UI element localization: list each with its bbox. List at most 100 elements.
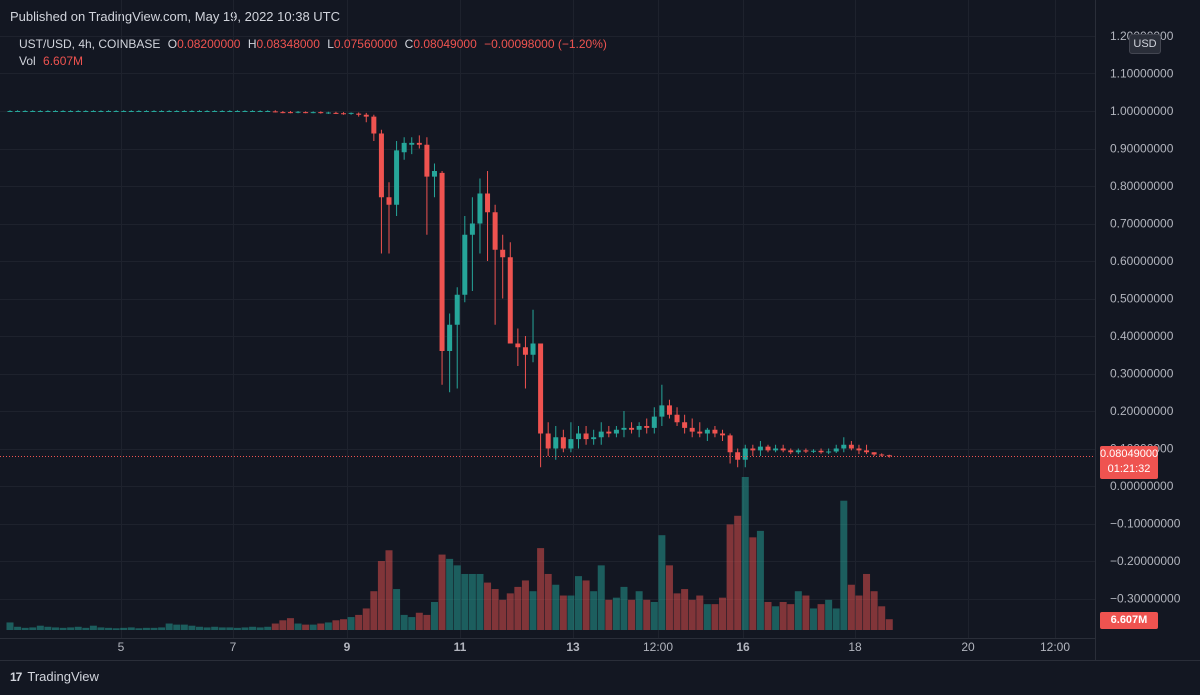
volume-bars [6,477,893,630]
candle-body [477,193,483,224]
candle-body [507,257,513,344]
candle-body [333,112,339,114]
volume-bar [491,589,499,630]
candle-body [272,111,278,113]
volume-bar [734,515,742,630]
candle-body [689,427,695,432]
candle-body [98,111,104,112]
legend-high-value: 0.08348000 [256,37,320,51]
volume-bar [105,627,113,630]
volume-bar [476,573,484,630]
candle-body [386,197,392,205]
x-tick-label: 9 [344,640,351,654]
candle-body [30,111,36,112]
candle-body [871,452,877,455]
candle-body [757,446,763,451]
volume-bar [44,626,52,630]
candle-body [492,212,498,250]
volume-bar [809,608,817,630]
footer-brand[interactable]: 17 TradingView [10,669,99,684]
volume-axis-label: 6.607M [1100,612,1158,629]
volume-bar [309,624,317,630]
y-tick-label: 0.50000000 [1110,292,1174,306]
candle-body [553,437,559,449]
volume-bar [847,584,855,630]
volume-bar [484,582,492,630]
volume-bar [120,627,128,630]
candle-body [826,451,832,453]
legend-symbol: UST/USD, 4h, COINBASE [19,37,161,51]
candle-body [143,111,149,112]
candle-body [659,405,665,417]
candle-body [83,111,89,112]
volume-bar [741,477,749,630]
candle-body [68,111,74,112]
volume-bar [29,627,37,630]
candle-body [310,112,316,114]
volume-bar [241,627,249,630]
candle-body [765,446,771,451]
candle-body [219,111,225,112]
candle-body [7,111,13,112]
candle-body [469,223,475,235]
candle-body [265,111,271,112]
volume-bar [544,573,552,630]
candle-body [37,111,43,112]
y-tick-label: 0.80000000 [1110,179,1174,193]
candle-body [856,448,862,451]
volume-bar [400,614,408,630]
candle-body [128,111,134,112]
candle-body [598,431,604,438]
volume-bar [832,608,840,630]
candle-body [151,111,157,112]
candle-body [742,448,748,460]
candle-body [447,324,453,351]
candle-body [583,433,589,440]
volume-bar [658,535,666,630]
volume-bar [203,627,211,630]
volume-bar [51,627,59,630]
volume-bar [233,627,241,630]
volume-bar [135,628,143,630]
candle-body [803,450,809,452]
volume-bar [643,599,651,630]
volume-bar [749,537,757,630]
volume-bar [446,558,454,630]
volume-bar [112,628,120,630]
volume-bar [537,548,545,630]
volume-bar [377,561,385,630]
candle-body [735,452,741,460]
candle-body [636,426,642,430]
volume-bar [772,606,780,630]
candle-body [15,111,21,112]
candle-body [773,448,779,451]
volume-bar [279,620,287,630]
candle-body [424,144,430,177]
volume-bar [840,500,848,630]
volume-bar [870,591,878,630]
y-tick-label: 0.20000000 [1110,404,1174,418]
volume-bar [635,591,643,630]
y-tick-label: 0.30000000 [1110,367,1174,381]
y-tick-label: −0.20000000 [1110,554,1181,568]
candle-body [197,111,202,112]
published-caption: Published on TradingView.com, May 19, 20… [10,9,341,24]
x-tick-label: 16 [736,640,750,654]
candle-body [295,111,301,113]
candle-body [90,111,96,112]
volume-bar [188,625,196,630]
volume-bar [74,626,82,630]
volume-bar [332,620,340,630]
candles [7,110,892,468]
candle-body [303,112,309,114]
volume-bar [196,626,203,630]
y-tick-label: 1.10000000 [1110,67,1174,81]
candle-body [287,112,293,114]
candle-body [644,426,650,428]
candle-body [818,450,824,453]
volume-bar [605,599,613,630]
volume-value: 6.607M [43,54,84,68]
volume-bar [249,626,257,630]
currency-button[interactable]: USD [1129,34,1161,54]
